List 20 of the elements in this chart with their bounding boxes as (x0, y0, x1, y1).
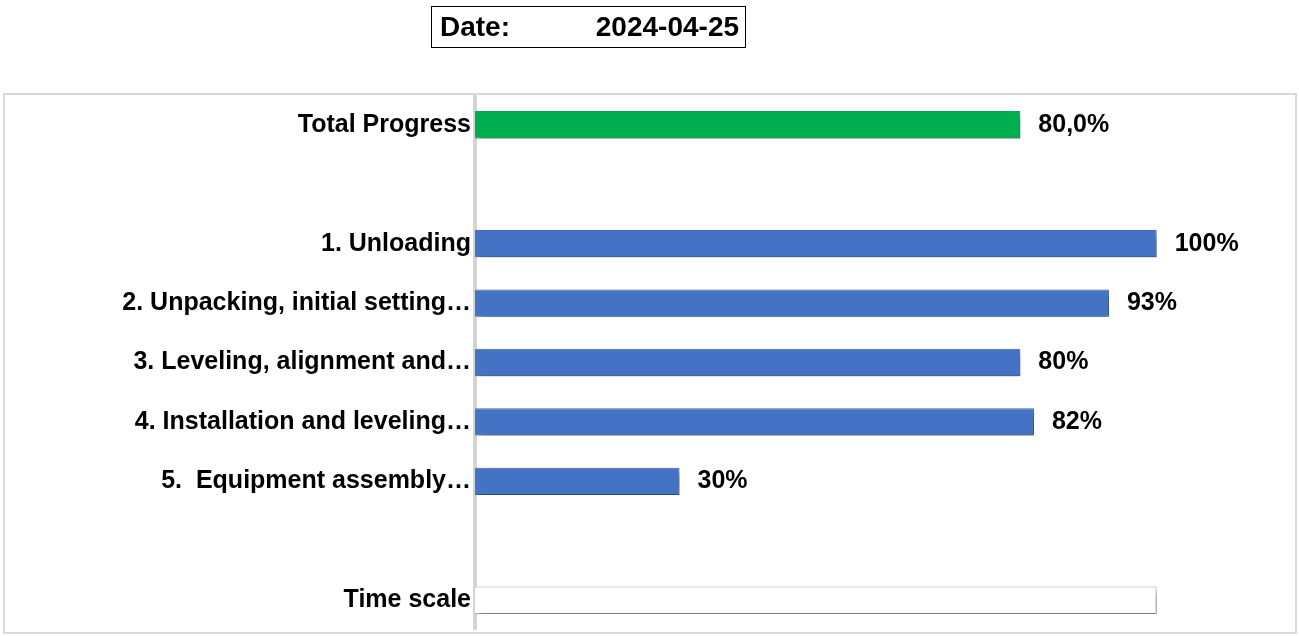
y-tick-label: 1. Unloading (321, 227, 471, 256)
y-tick-label: Time scale (343, 584, 472, 613)
data-label: 80,0% (1038, 108, 1110, 137)
data-label: 30% (697, 465, 748, 494)
y-tick-label: 4. Installation and leveling… (134, 405, 471, 434)
bar (475, 111, 1021, 139)
data-label: 93% (1126, 286, 1177, 315)
bar (475, 229, 1157, 258)
y-tick-label: 3. Leveling, alignment and… (133, 346, 471, 375)
y-tick-label: Total Progress (297, 108, 471, 137)
data-label: 100% (1174, 227, 1239, 256)
bar (475, 348, 1021, 377)
bar (475, 289, 1109, 317)
bar (475, 467, 680, 496)
data-label: 82% (1051, 405, 1103, 434)
data-label: 80% (1038, 346, 1089, 375)
chart-title: Date: 2024-04-25 (431, 6, 747, 48)
bar (475, 408, 1034, 436)
y-tick-label: 5. Equipment assembly… (161, 465, 471, 494)
y-tick-label: 2. Unpacking, initial setting… (122, 286, 471, 315)
